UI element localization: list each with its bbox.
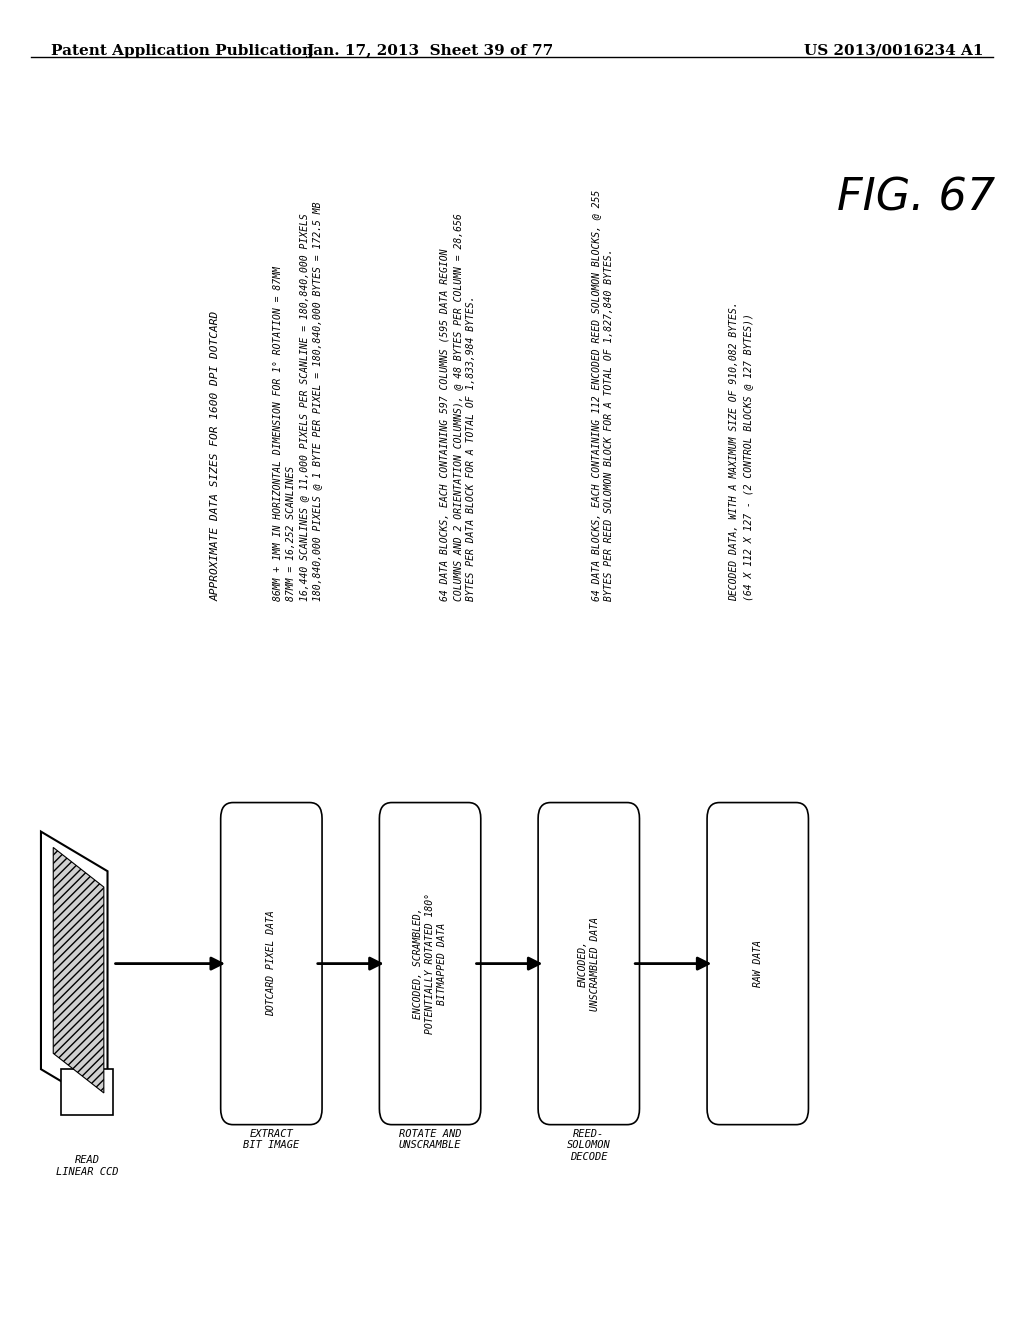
Text: DOTCARD PIXEL DATA: DOTCARD PIXEL DATA bbox=[266, 911, 276, 1016]
FancyBboxPatch shape bbox=[221, 803, 322, 1125]
Polygon shape bbox=[61, 1069, 113, 1115]
FancyBboxPatch shape bbox=[707, 803, 809, 1125]
Text: Patent Application Publication: Patent Application Publication bbox=[51, 44, 313, 58]
Text: US 2013/0016234 A1: US 2013/0016234 A1 bbox=[804, 44, 983, 58]
FancyBboxPatch shape bbox=[379, 803, 481, 1125]
Text: READ
LINEAR CCD: READ LINEAR CCD bbox=[55, 1155, 119, 1176]
Polygon shape bbox=[53, 847, 103, 1093]
Text: 86MM + 1MM IN HORIZONTAL DIMENSION FOR 1° ROTATION = 87MM
87MM = 16,252 SCANLINE: 86MM + 1MM IN HORIZONTAL DIMENSION FOR 1… bbox=[273, 201, 323, 601]
Text: RAW DATA: RAW DATA bbox=[753, 940, 763, 987]
Text: 64 DATA BLOCKS, EACH CONTAINING 112 ENCODED REED SOLOMON BLOCKS, @ 255
BYTES PER: 64 DATA BLOCKS, EACH CONTAINING 112 ENCO… bbox=[591, 189, 614, 601]
Text: Jan. 17, 2013  Sheet 39 of 77: Jan. 17, 2013 Sheet 39 of 77 bbox=[306, 44, 554, 58]
Text: FIG. 67: FIG. 67 bbox=[838, 177, 995, 219]
Text: ENCODED, SCRAMBLED,
POTENTIALLY ROTATED 180°
BITMAPPED DATA: ENCODED, SCRAMBLED, POTENTIALLY ROTATED … bbox=[414, 894, 446, 1034]
Text: APPROXIMATE DATA SIZES FOR 1600 DPI DOTCARD: APPROXIMATE DATA SIZES FOR 1600 DPI DOTC… bbox=[210, 310, 220, 601]
Text: 64 DATA BLOCKS, EACH CONTAINING 597 COLUMNS (595 DATA REGION
COLUMNS AND 2 ORIEN: 64 DATA BLOCKS, EACH CONTAINING 597 COLU… bbox=[439, 213, 476, 601]
Polygon shape bbox=[41, 832, 108, 1109]
Text: ROTATE AND
UNSCRAMBLE: ROTATE AND UNSCRAMBLE bbox=[398, 1129, 462, 1150]
FancyBboxPatch shape bbox=[539, 803, 639, 1125]
Text: EXTRACT
BIT IMAGE: EXTRACT BIT IMAGE bbox=[244, 1129, 299, 1150]
Text: DECODED DATA, WITH A MAXIMUM SIZE OF 910,082 BYTES.
(64 X 112 X 127 - (2 CONTROL: DECODED DATA, WITH A MAXIMUM SIZE OF 910… bbox=[729, 301, 753, 601]
Text: REED-
SOLOMON
DECODE: REED- SOLOMON DECODE bbox=[567, 1129, 610, 1162]
Text: ENCODED,
UNSCRAMBLED DATA: ENCODED, UNSCRAMBLED DATA bbox=[578, 916, 600, 1011]
